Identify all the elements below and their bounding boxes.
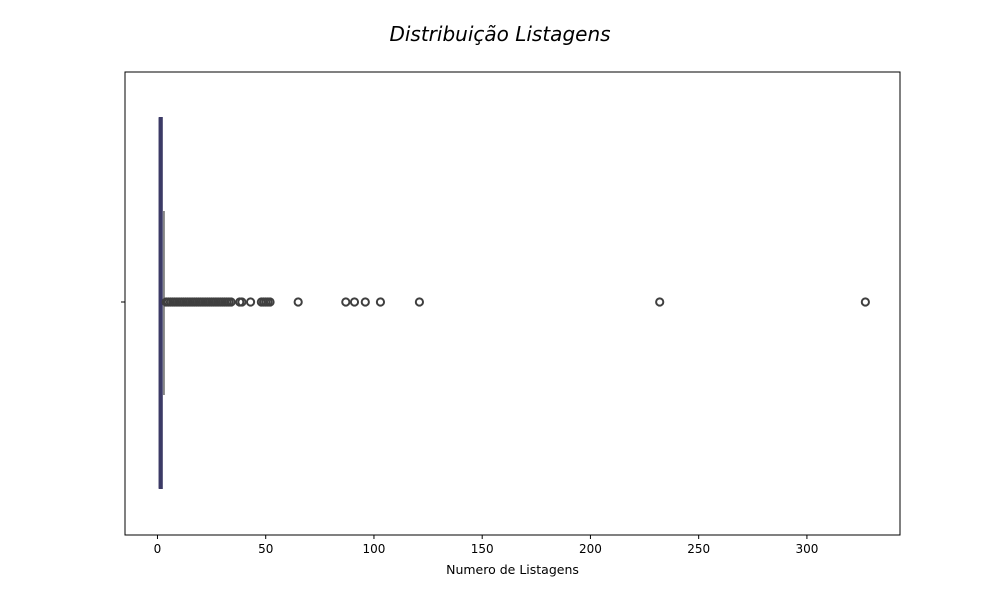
x-axis: 0 50 100 150 200 250 300 — [121, 301, 818, 556]
outlier-point — [349, 297, 360, 307]
outlier-point — [265, 297, 275, 307]
outlier-point — [293, 297, 303, 307]
x-tick-label: 250 — [687, 542, 710, 556]
chart-title: Distribuição Listagens — [389, 22, 611, 46]
x-axis-label: Numero de Listagens — [446, 562, 579, 577]
outlier-point — [860, 297, 870, 307]
x-tick-label: 300 — [795, 542, 818, 556]
x-tick-label: 0 — [154, 542, 162, 556]
x-tick-label: 200 — [579, 542, 602, 556]
outlier-point — [245, 297, 256, 307]
outlier-point — [226, 297, 236, 307]
plot-frame — [124, 71, 901, 536]
outlier-point — [237, 297, 247, 307]
outlier-point — [341, 297, 351, 307]
x-tick-label: 50 — [258, 542, 273, 556]
outlier-point — [414, 297, 425, 307]
x-tick-label: 100 — [362, 542, 385, 556]
outlier-point — [655, 297, 665, 307]
outlier-point — [375, 297, 386, 307]
outlier-point — [360, 297, 370, 307]
outliers — [161, 297, 870, 307]
x-tick-label: 150 — [471, 542, 494, 556]
